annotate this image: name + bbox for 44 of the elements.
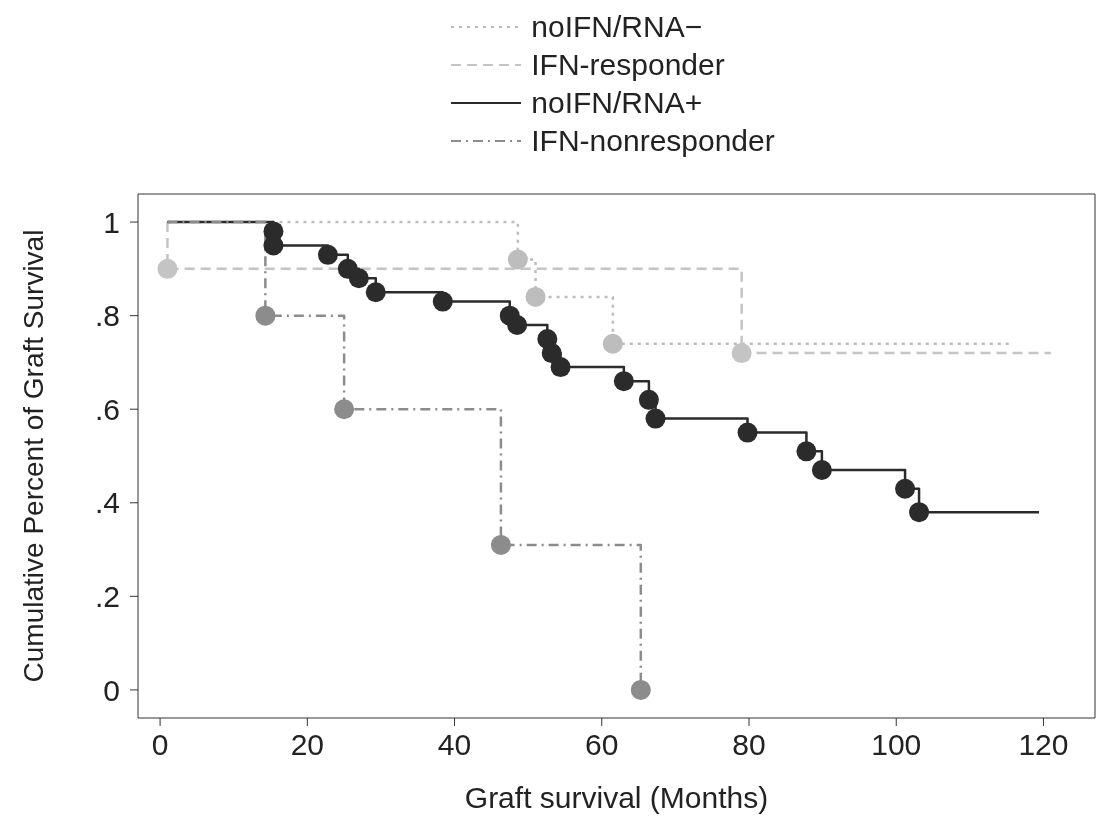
point (365, 282, 386, 303)
x-tick-label: 80 (732, 728, 766, 762)
point (507, 249, 528, 270)
point (602, 333, 623, 354)
y-tick-label: .2 (94, 580, 120, 614)
point (909, 502, 930, 523)
x-tick-label: 120 (1018, 728, 1069, 762)
point (796, 441, 817, 462)
point (550, 357, 571, 378)
point (255, 305, 276, 326)
point (334, 399, 355, 420)
point (432, 291, 453, 312)
x-tick-label: 60 (585, 728, 619, 762)
legend-label: IFN-nonresponder (531, 123, 775, 159)
legend-label: noIFN/RNA− (531, 9, 703, 45)
point (645, 408, 666, 429)
point (895, 478, 916, 499)
point (490, 534, 511, 555)
point (731, 343, 752, 364)
legend-label: noIFN/RNA+ (531, 85, 703, 121)
y-tick-label: .8 (94, 299, 120, 333)
point (507, 315, 528, 335)
x-tick-label: 40 (437, 728, 472, 762)
y-axis-title: Cumulative Percent of Graft Survival (17, 229, 49, 683)
point (317, 244, 338, 265)
point (263, 235, 284, 256)
x-axis-title: Graft survival (Months) (464, 781, 769, 814)
x-tick-label: 0 (151, 728, 169, 762)
y-tick-label: 0 (103, 673, 120, 707)
point (638, 389, 659, 410)
point (811, 460, 832, 481)
point (525, 286, 546, 307)
point (157, 258, 178, 279)
y-tick-label: 1 (103, 205, 120, 239)
point (348, 268, 369, 289)
y-tick-label: .6 (94, 392, 120, 426)
x-tick-label: 100 (871, 728, 922, 762)
point (613, 371, 634, 392)
point (630, 679, 651, 700)
point (541, 343, 562, 364)
x-tick-label: 20 (290, 728, 324, 762)
legend-label: IFN-responder (531, 47, 725, 83)
y-tick-label: .4 (94, 486, 120, 520)
point (737, 422, 758, 443)
